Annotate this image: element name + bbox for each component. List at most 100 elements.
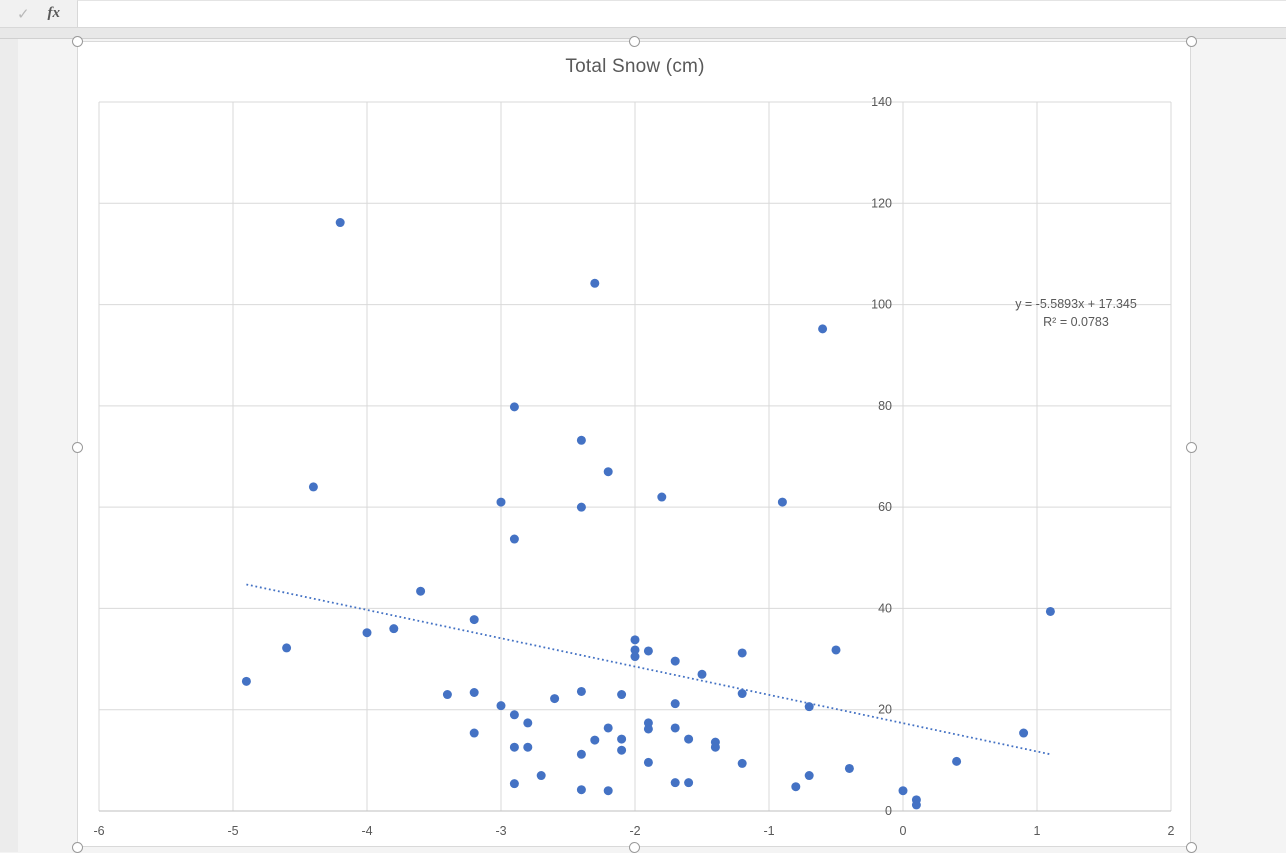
x-axis-tick-label: -2: [629, 824, 640, 838]
enter-check-icon: ✓: [16, 5, 30, 23]
data-point[interactable]: [710, 742, 720, 752]
data-point[interactable]: [496, 701, 506, 711]
data-point[interactable]: [509, 402, 519, 412]
insert-function-fx-icon[interactable]: fx: [47, 5, 61, 21]
data-point[interactable]: [911, 800, 921, 810]
chart-handle-top-center[interactable]: [628, 35, 640, 47]
data-point[interactable]: [536, 771, 546, 781]
data-point[interactable]: [241, 676, 251, 686]
data-point[interactable]: [617, 745, 627, 755]
y-axis-tick-label: 80: [878, 399, 892, 413]
data-point[interactable]: [617, 734, 627, 744]
data-point[interactable]: [737, 758, 747, 768]
x-axis-tick-label: -1: [763, 824, 774, 838]
y-axis-tick-label: 100: [871, 298, 892, 312]
data-point[interactable]: [697, 669, 707, 679]
data-point[interactable]: [576, 435, 586, 445]
chart-handle-bottom-right[interactable]: [1185, 841, 1197, 853]
data-point[interactable]: [684, 778, 694, 788]
data-point[interactable]: [576, 785, 586, 795]
data-point[interactable]: [496, 497, 506, 507]
data-point[interactable]: [590, 278, 600, 288]
data-point[interactable]: [603, 467, 613, 477]
chart-handle-top-left[interactable]: [71, 35, 83, 47]
data-point[interactable]: [335, 218, 345, 228]
y-axis-tick-label: 60: [878, 500, 892, 514]
data-point[interactable]: [576, 686, 586, 696]
data-point[interactable]: [777, 497, 787, 507]
data-point[interactable]: [670, 723, 680, 733]
data-point[interactable]: [308, 482, 318, 492]
data-point[interactable]: [576, 749, 586, 759]
y-axis-tick-label: 0: [885, 804, 892, 818]
data-point[interactable]: [630, 645, 640, 655]
x-axis-tick-label: 0: [900, 824, 907, 838]
data-point[interactable]: [469, 615, 479, 625]
x-axis-tick-label: -4: [361, 824, 372, 838]
data-point[interactable]: [617, 690, 627, 700]
data-point[interactable]: [791, 782, 801, 792]
y-axis-tick-label: 120: [871, 196, 892, 210]
chart-handle-top-right[interactable]: [1185, 35, 1197, 47]
data-point[interactable]: [844, 763, 854, 773]
y-axis-tick-label: 20: [878, 703, 892, 717]
data-point[interactable]: [670, 778, 680, 788]
chart-handle-mid-right[interactable]: [1185, 441, 1197, 453]
data-point[interactable]: [509, 710, 519, 720]
chart-handle-bottom-center[interactable]: [628, 841, 640, 853]
data-point[interactable]: [469, 687, 479, 697]
data-point[interactable]: [442, 690, 452, 700]
data-point[interactable]: [576, 502, 586, 512]
data-point[interactable]: [804, 771, 814, 781]
data-point[interactable]: [550, 694, 560, 704]
y-axis-tick-label: 140: [871, 95, 892, 109]
trendline-r-squared: R² = 0.0783: [1043, 315, 1109, 329]
trendline[interactable]: [246, 583, 1051, 756]
data-point[interactable]: [657, 492, 667, 502]
data-point[interactable]: [684, 734, 694, 744]
data-point[interactable]: [523, 718, 533, 728]
data-point[interactable]: [831, 645, 841, 655]
x-axis-tick-label: -5: [227, 824, 238, 838]
data-point[interactable]: [643, 757, 653, 767]
trendline-equation: y = -5.5893x + 17.345: [1015, 297, 1137, 311]
data-point[interactable]: [603, 786, 613, 796]
data-point[interactable]: [1045, 606, 1055, 616]
chart-handle-bottom-left[interactable]: [71, 841, 83, 853]
formula-bar: ✓ fx: [0, 0, 1286, 28]
chart-handle-mid-left[interactable]: [71, 441, 83, 453]
data-point[interactable]: [670, 656, 680, 666]
data-point[interactable]: [509, 779, 519, 789]
formula-input[interactable]: [77, 0, 1286, 27]
data-point[interactable]: [389, 624, 399, 634]
x-axis-tick-label: -6: [93, 824, 104, 838]
data-point[interactable]: [523, 742, 533, 752]
data-point[interactable]: [737, 689, 747, 699]
trendline-equation-label[interactable]: y = -5.5893x + 17.345 R² = 0.0783: [986, 295, 1166, 331]
data-point[interactable]: [898, 786, 908, 796]
data-point[interactable]: [1019, 728, 1029, 738]
chart-title[interactable]: Total Snow (cm): [565, 56, 705, 77]
data-point[interactable]: [590, 735, 600, 745]
chart-area[interactable]: -6 -5 -4 -3 -2 -1 0 1 2 0 20 40 60 80 100 120 140 Total …: [77, 41, 1191, 847]
data-point[interactable]: [362, 628, 372, 638]
x-axis-tick-label: -3: [495, 824, 506, 838]
data-point[interactable]: [416, 586, 426, 596]
data-point[interactable]: [603, 723, 613, 733]
data-point[interactable]: [630, 635, 640, 645]
data-point[interactable]: [670, 699, 680, 709]
data-point[interactable]: [509, 742, 519, 752]
data-point[interactable]: [818, 324, 828, 334]
formula-bar-buttons: ✓ fx: [0, 0, 77, 27]
ribbon-bottom-strip: [0, 28, 1286, 39]
data-point[interactable]: [630, 652, 640, 662]
data-point[interactable]: [737, 648, 747, 658]
data-point[interactable]: [282, 643, 292, 653]
data-point[interactable]: [643, 646, 653, 656]
data-point[interactable]: [469, 728, 479, 738]
data-point[interactable]: [952, 756, 962, 766]
data-point[interactable]: [509, 534, 519, 544]
data-point[interactable]: [804, 702, 814, 712]
data-point[interactable]: [643, 724, 653, 734]
